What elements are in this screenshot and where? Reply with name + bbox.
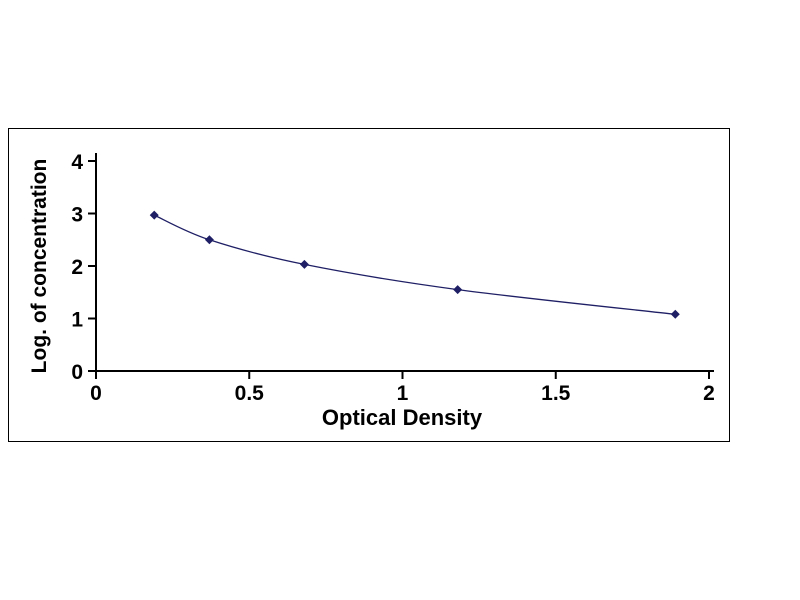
y-tick-label: 0 [71,361,83,384]
x-tick-label: 0.5 [235,382,265,405]
data-point-marker [299,259,309,269]
x-axis-title: Optical Density [322,405,483,430]
x-tick-label: 2 [703,382,715,405]
x-tick-label: 1.5 [541,382,571,405]
data-point-marker [453,285,463,295]
standard-curve-line [153,214,676,315]
data-point-marker [204,235,214,245]
y-tick-label: 1 [71,309,83,332]
y-tick-label: 4 [71,151,83,174]
y-tick-label: 2 [71,256,83,279]
y-axis-title: Log. of concentration [28,159,51,374]
data-point-marker [149,210,159,220]
x-tick-label: 1 [397,382,409,405]
data-point-marker [670,309,680,319]
y-tick-label: 3 [71,204,83,227]
x-tick-label: 0 [90,382,102,405]
